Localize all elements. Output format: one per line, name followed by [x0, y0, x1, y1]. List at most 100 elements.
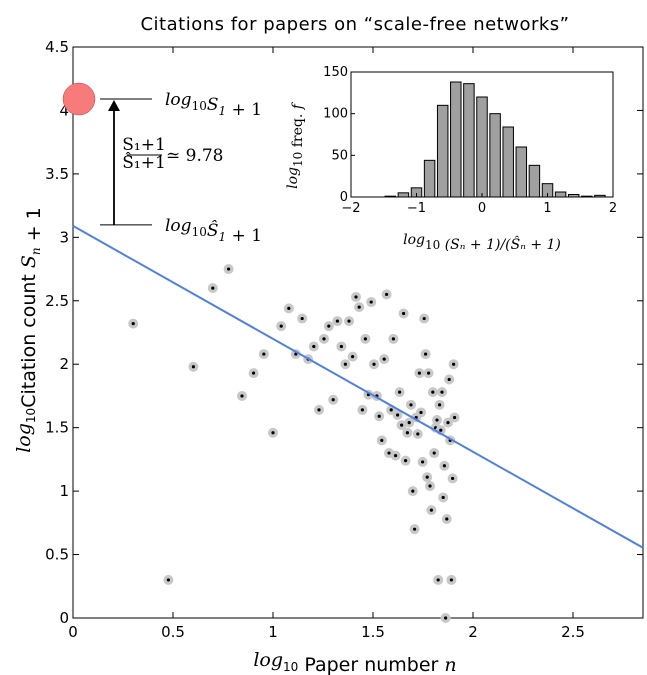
data-point [382, 357, 386, 361]
x-tick-label: 2 [468, 623, 478, 641]
fit-line-group [72, 225, 644, 549]
histogram-bar [528, 164, 541, 198]
data-point [317, 408, 321, 412]
main-ticks: 0 0.5 1 1.5 2 2.5 0 0.5 1 1.5 2 2.5 3 3.5 4 4.5 [45, 38, 643, 641]
data-point [422, 316, 426, 321]
data-point [252, 371, 256, 375]
histogram-bar [515, 146, 528, 198]
data-point [444, 616, 448, 620]
data-point [436, 578, 440, 582]
top-paper-marker [62, 82, 96, 116]
data-point [354, 295, 358, 299]
x-tick-label: 1 [268, 623, 278, 641]
data-point [211, 286, 215, 290]
data-point [440, 390, 444, 394]
data-point [363, 337, 367, 341]
data-point [343, 362, 347, 366]
y-tick-label: 0.5 [45, 546, 69, 564]
data-point [279, 324, 283, 328]
histogram-bar [463, 83, 475, 198]
data-point [387, 451, 391, 455]
x-tick-label: 0.5 [161, 623, 185, 641]
data-point [377, 414, 381, 418]
data-point [360, 408, 364, 412]
data-point [409, 403, 413, 407]
inset-x-tick-label: −2 [341, 201, 360, 216]
histogram-bar [581, 195, 593, 198]
data-point [385, 292, 389, 297]
data-point [402, 311, 406, 316]
histogram-bar [384, 195, 397, 198]
histogram-bar [450, 81, 462, 198]
data-point [191, 365, 195, 369]
data-point [439, 428, 443, 432]
data-point [425, 475, 429, 479]
y-tick-label: 2.5 [45, 292, 69, 310]
data-point [449, 578, 453, 582]
data-point [271, 431, 275, 435]
data-point [331, 398, 335, 402]
data-point [300, 316, 304, 321]
data-point [445, 517, 449, 521]
data-point [453, 415, 457, 420]
histogram-bar [594, 194, 606, 198]
y-tick-label: 4.5 [45, 38, 69, 56]
y-axis-label: log10Citation count Sn + 1 [13, 207, 45, 453]
data-point [357, 305, 361, 309]
ratio-numerator: S₁+1 [122, 135, 166, 155]
inset-y-tick-label: 150 [323, 65, 348, 80]
inset-x-tick-label: 0 [478, 201, 486, 216]
data-point [322, 337, 326, 341]
data-point [131, 322, 135, 326]
data-point [417, 371, 421, 375]
y-tick-label: 3.5 [45, 165, 69, 183]
y-tick-label: 2 [59, 355, 69, 373]
data-point [441, 495, 445, 500]
scatter-points [128, 264, 460, 623]
inset-y-tick-label: 100 [323, 107, 348, 122]
y-tick-label: 1.5 [45, 419, 69, 437]
data-point [398, 390, 402, 394]
data-point [372, 362, 376, 366]
data-point [380, 438, 384, 442]
ratio-value: ≃ 9.78 [166, 146, 224, 166]
y-tick-label: 1 [59, 482, 69, 500]
data-point [262, 352, 266, 356]
inset-x-label: log10 (Sₙ + 1)/(Ŝₙ + 1) [403, 232, 561, 253]
plot-area [72, 46, 644, 619]
data-point [166, 578, 170, 582]
data-point [369, 300, 373, 304]
inset-x-tick-label: −1 [407, 201, 426, 216]
data-point [405, 431, 409, 435]
data-point [432, 451, 436, 455]
data-point [404, 459, 408, 463]
x-tick-label: 2.5 [561, 623, 585, 641]
x-axis-label: log10 Paper number n [253, 649, 456, 675]
data-point [327, 324, 331, 328]
histogram-bar [436, 104, 449, 198]
data-point [419, 410, 423, 415]
data-point [339, 344, 343, 349]
chart-title: Citations for papers on “scale-free netw… [140, 14, 569, 35]
data-point [411, 489, 415, 493]
data-point [435, 418, 439, 422]
data-point [227, 267, 231, 271]
data-point [427, 371, 431, 375]
histogram-bar [397, 192, 410, 198]
annotations: log10S1 + 1 log10Ŝ1 + 1 S₁+1Ŝ₁+1 ≃ 9.78 [62, 82, 262, 246]
histogram-bar [502, 126, 514, 198]
data-point [428, 484, 432, 488]
data-point [407, 420, 411, 425]
data-point [424, 352, 428, 356]
inset-x-tick-label: 1 [543, 201, 551, 216]
top-paper-label: log10S1 + 1 [165, 90, 262, 120]
data-point [452, 362, 456, 366]
data-point [351, 355, 355, 359]
data-point [391, 337, 395, 341]
histogram-bar [476, 96, 488, 198]
ratio-arrowhead [108, 100, 120, 112]
y-tick-label: 4 [59, 101, 69, 119]
data-point [347, 319, 351, 323]
histogram-bar [567, 194, 580, 198]
